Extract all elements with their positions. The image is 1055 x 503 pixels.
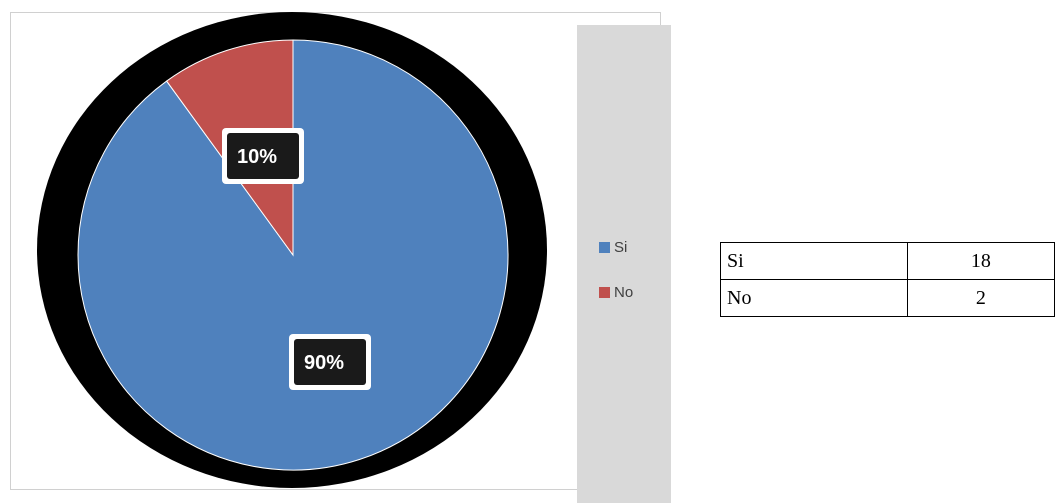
legend-label-si: Si — [614, 239, 628, 256]
legend-item-si: Si — [599, 239, 627, 256]
table-cell-value: 2 — [906, 279, 1055, 317]
legend-item-no: No — [599, 284, 633, 301]
legend-label-no: No — [614, 284, 634, 301]
legend-panel: Si No — [577, 25, 671, 503]
table-cell-label: Si — [720, 242, 908, 280]
table-row: Si 18 — [720, 242, 1055, 280]
table-row: No 2 — [720, 279, 1055, 317]
table-cell-label: No — [720, 279, 908, 317]
data-label-text: 90% — [304, 352, 344, 374]
data-label-si: 90% — [289, 334, 371, 390]
legend-swatch-si — [599, 242, 610, 253]
value-table: Si 18 No 2 — [720, 242, 1055, 317]
legend-swatch-no — [599, 287, 610, 298]
table-cell-value: 18 — [906, 242, 1055, 280]
data-label-text: 10% — [237, 146, 277, 168]
data-label-box — [227, 133, 299, 179]
data-label-box — [294, 339, 366, 385]
data-label-no: 10% — [222, 128, 304, 184]
